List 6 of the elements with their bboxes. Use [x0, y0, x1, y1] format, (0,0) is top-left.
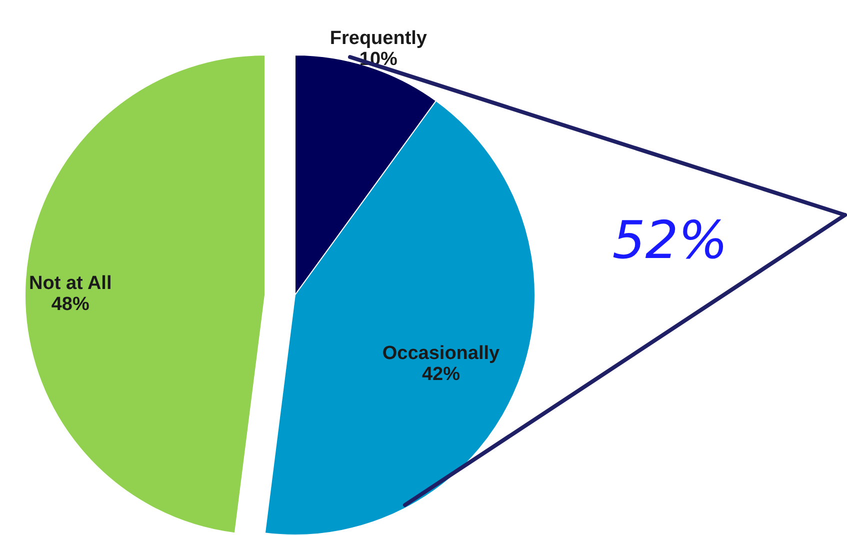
slice-label: Frequently: [330, 28, 428, 50]
data-label: 42%: [422, 364, 460, 385]
slice-label: Not at All: [29, 272, 112, 294]
slice-label: Occasionally: [382, 342, 500, 364]
data-label: 48%: [51, 294, 90, 315]
text: 52%: [612, 211, 728, 271]
